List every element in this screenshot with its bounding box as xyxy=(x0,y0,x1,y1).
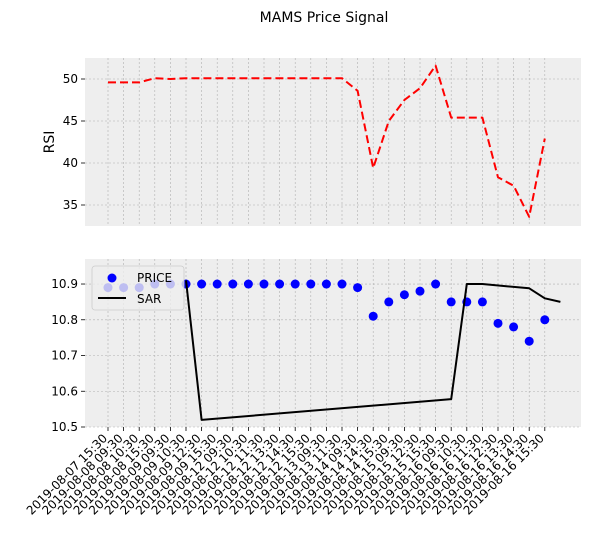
y-tick-label: 10.9 xyxy=(51,277,78,291)
price-point xyxy=(509,322,518,331)
price-point xyxy=(322,280,331,289)
price-point xyxy=(260,280,269,289)
price-point xyxy=(353,283,362,292)
y-tick-label: 10.6 xyxy=(51,384,78,398)
price-point xyxy=(291,280,300,289)
price-point xyxy=(478,297,487,306)
price-point xyxy=(197,280,206,289)
price-point xyxy=(447,297,456,306)
y-tick-label: 35 xyxy=(63,198,78,212)
price-point xyxy=(540,315,549,324)
y-tick-label: 10.5 xyxy=(51,420,78,434)
y-tick-label: 50 xyxy=(63,72,78,86)
price-point xyxy=(384,297,393,306)
legend: PRICE SAR xyxy=(92,266,184,310)
price-point xyxy=(213,280,222,289)
price-point xyxy=(338,280,347,289)
price-point xyxy=(275,280,284,289)
y-tick-label: 45 xyxy=(63,114,78,128)
chart-title: MAMS Price Signal xyxy=(260,10,389,26)
price-point xyxy=(416,287,425,296)
legend-price-label: PRICE xyxy=(137,271,172,285)
price-point xyxy=(400,290,409,299)
y-tick-label: 40 xyxy=(63,156,78,170)
rsi-panel: 35 40 45 50 RSI xyxy=(42,58,581,226)
price-point xyxy=(494,319,503,328)
y-tick-label: 10.7 xyxy=(51,349,78,363)
legend-price-marker xyxy=(108,274,117,283)
legend-sar-label: SAR xyxy=(137,292,161,306)
price-point xyxy=(369,312,378,321)
rsi-y-ticks: 35 40 45 50 xyxy=(63,72,85,212)
price-point xyxy=(306,280,315,289)
price-point xyxy=(228,280,237,289)
rsi-plot-area xyxy=(85,58,581,226)
price-panel: 10.5 10.6 10.7 10.8 10.9 2019-08-07 15:30201… xyxy=(24,259,581,518)
price-point xyxy=(244,280,253,289)
price-point xyxy=(525,337,534,346)
price-point xyxy=(431,280,440,289)
price-y-ticks: 10.5 10.6 10.7 10.8 10.9 xyxy=(51,277,85,434)
y-tick-label: 10.8 xyxy=(51,313,78,327)
rsi-y-axis-label: RSI xyxy=(42,131,58,154)
